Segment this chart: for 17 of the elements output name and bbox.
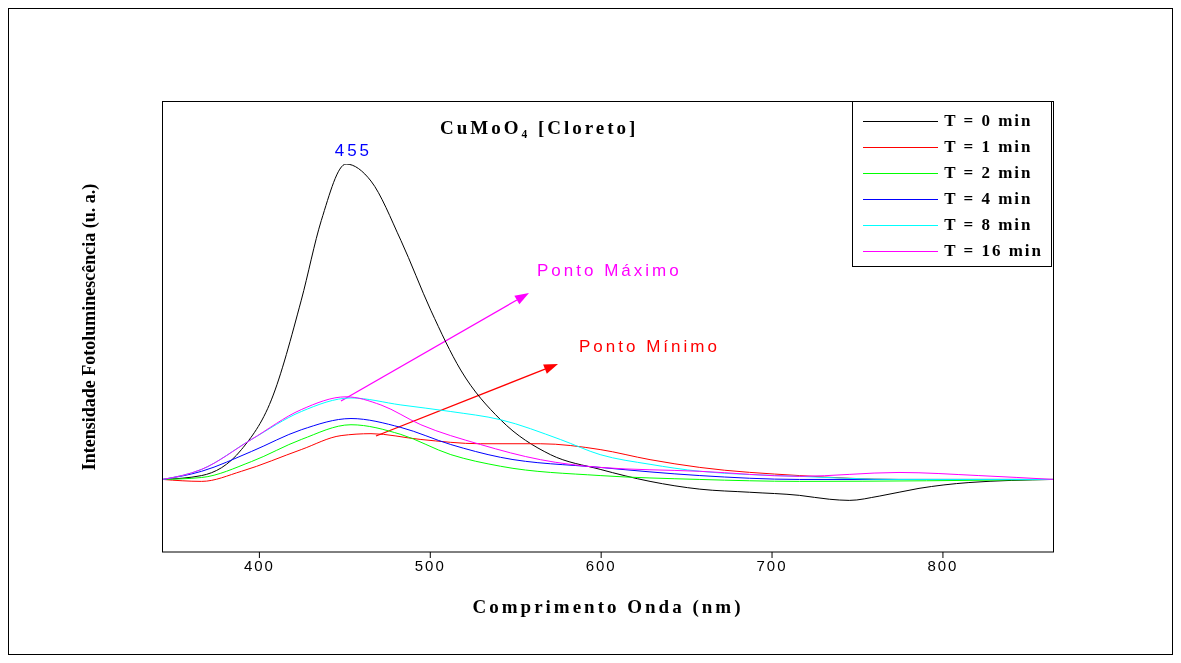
x-axis-title: Comprimento Onda (nm)	[471, 596, 745, 618]
annotation: 455	[334, 141, 373, 160]
y-axis-title: Intensidade Fotoluminescência (u. a.)	[79, 182, 100, 472]
x-tick-label: 600	[585, 556, 617, 574]
legend-label: T = 8 min	[944, 215, 1033, 235]
x-tick-label: 400	[243, 556, 275, 574]
legend-label: T = 0 min	[944, 111, 1033, 131]
legend-label: T = 4 min	[944, 189, 1033, 209]
chart-title: CuMoO₄ [Cloreto]	[440, 117, 640, 139]
legend-label: T = 16 min	[944, 241, 1043, 261]
annotation: Ponto Máximo	[537, 261, 682, 280]
x-tick-label: 800	[927, 556, 959, 574]
legend-label: T = 2 min	[944, 163, 1033, 183]
legend-label: T = 1 min	[944, 137, 1033, 157]
x-tick-label: 500	[414, 556, 446, 574]
annotation: Ponto Mínimo	[579, 337, 720, 356]
x-tick-label: 700	[756, 556, 788, 574]
